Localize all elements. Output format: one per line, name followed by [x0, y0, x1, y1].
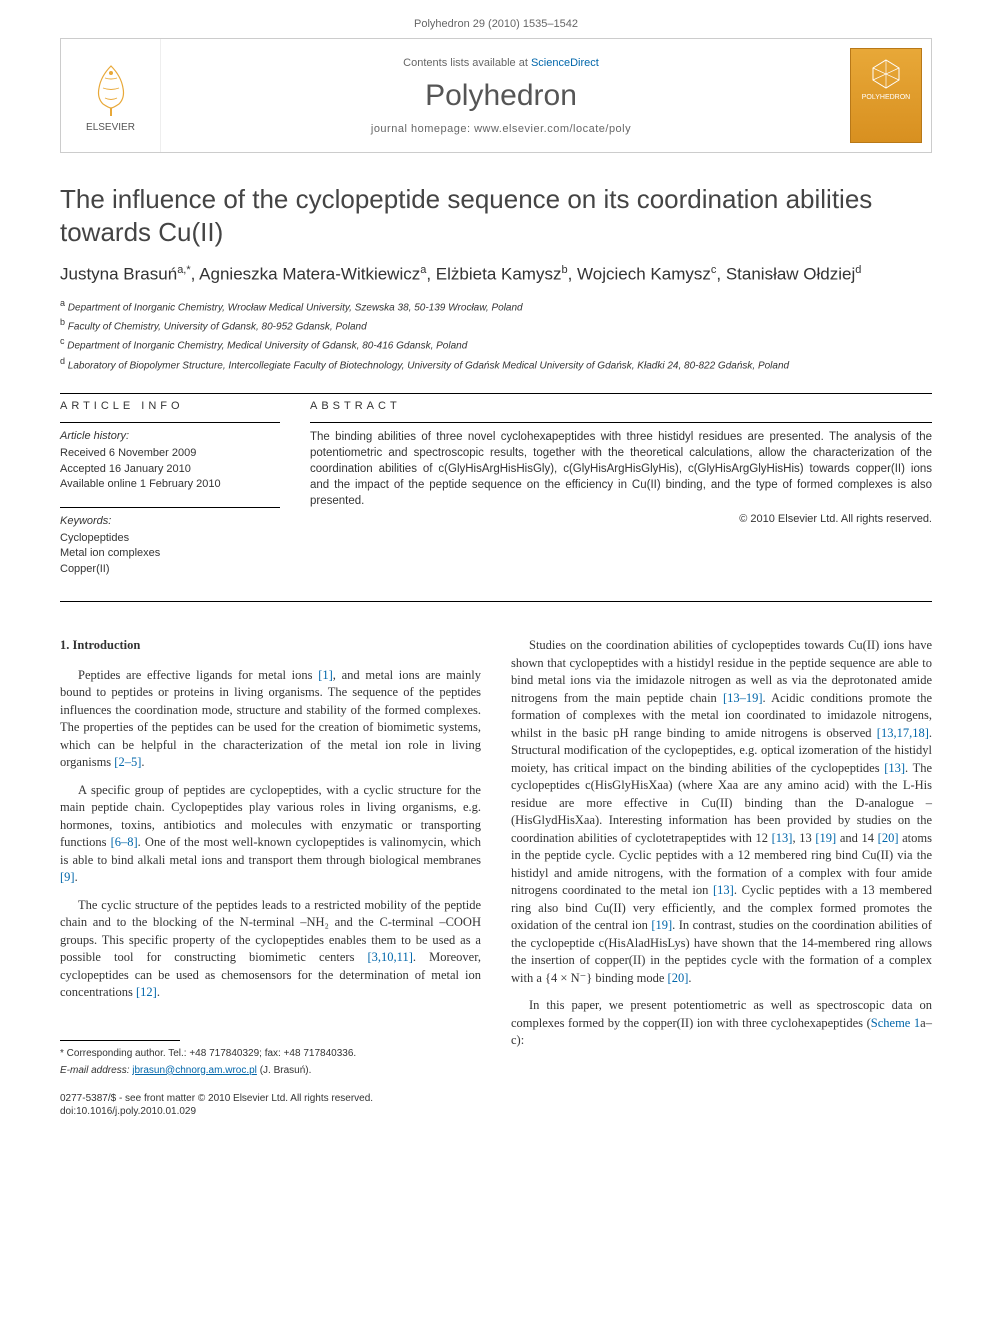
journal-homepage-line: journal homepage: www.elsevier.com/locat…	[371, 123, 631, 135]
body-paragraph: A specific group of peptides are cyclope…	[60, 782, 481, 887]
keywords-label: Keywords:	[60, 514, 280, 529]
citation-link[interactable]: [13]	[713, 883, 734, 897]
body-right-column: Studies on the coordination abilities of…	[511, 637, 932, 1118]
email-line: E-mail address: jbrasun@chnorg.am.wroc.p…	[60, 1064, 481, 1078]
section-1-heading: 1. Introduction	[60, 637, 481, 655]
corresponding-email-link[interactable]: jbrasun@chnorg.am.wroc.pl	[132, 1065, 257, 1076]
doi-line: doi:10.1016/j.poly.2010.01.029	[60, 1105, 481, 1118]
contents-prefix: Contents lists available at	[403, 57, 531, 69]
footnote-block: * Corresponding author. Tel.: +48 717840…	[60, 1032, 481, 1118]
citation-link[interactable]: [13–19]	[723, 691, 763, 705]
online-date: Available online 1 February 2010	[60, 477, 280, 492]
body-left-column: 1. Introduction Peptides are effective l…	[60, 637, 481, 1118]
citation-link[interactable]: [13,17,18]	[877, 726, 929, 740]
affiliation-line: c Department of Inorganic Chemistry, Med…	[60, 335, 932, 353]
affiliation-line: b Faculty of Chemistry, University of Gd…	[60, 316, 932, 334]
rule-info-2	[60, 507, 280, 508]
accepted-date: Accepted 16 January 2010	[60, 462, 280, 477]
body-paragraph: The cyclic structure of the peptides lea…	[60, 897, 481, 1002]
running-head: Polyhedron 29 (2010) 1535–1542	[0, 0, 992, 38]
citation-link[interactable]: [9]	[60, 870, 75, 884]
keyword-3: Copper(II)	[60, 562, 280, 577]
article-history-block: Article history: Received 6 November 200…	[60, 429, 280, 493]
body-paragraph: Peptides are effective ligands for metal…	[60, 667, 481, 772]
citation-link[interactable]: [2–5]	[114, 755, 141, 769]
doi-block: 0277-5387/$ - see front matter © 2010 El…	[60, 1092, 481, 1118]
abstract-column: abstract The binding abilities of three …	[310, 400, 932, 591]
citation-link[interactable]: [20]	[668, 971, 689, 985]
polyhedron-icon	[869, 57, 903, 91]
issn-line: 0277-5387/$ - see front matter © 2010 El…	[60, 1092, 481, 1105]
author-list: Justyna Brasuńa,*, Agnieszka Matera-Witk…	[60, 264, 932, 285]
elsevier-tree-icon	[81, 58, 141, 118]
abstract-text: The binding abilities of three novel cyc…	[310, 429, 932, 509]
article-info-heading: article info	[60, 400, 280, 412]
history-label: Article history:	[60, 429, 280, 444]
citation-link[interactable]: [3,10,11]	[368, 950, 413, 964]
journal-center: Contents lists available at ScienceDirec…	[161, 39, 841, 152]
body-paragraph: In this paper, we present potentiometric…	[511, 997, 932, 1050]
email-label: E-mail address:	[60, 1065, 129, 1076]
citation-link[interactable]: [13]	[884, 761, 905, 775]
citation-link[interactable]: [19]	[815, 831, 836, 845]
body-two-columns: 1. Introduction Peptides are effective l…	[60, 637, 932, 1118]
article-title: The influence of the cyclopeptide sequen…	[60, 183, 932, 248]
journal-header-box: ELSEVIER Contents lists available at Sci…	[60, 38, 932, 153]
received-date: Received 6 November 2009	[60, 446, 280, 461]
rule-info-1	[60, 422, 280, 423]
footnote-rule	[60, 1040, 180, 1041]
elsevier-label: ELSEVIER	[86, 122, 135, 133]
abstract-copyright: © 2010 Elsevier Ltd. All rights reserved…	[310, 513, 932, 525]
email-author: (J. Brasuń).	[260, 1065, 312, 1076]
abstract-heading: abstract	[310, 400, 932, 412]
journal-cover-thumb: POLYHEDRON	[850, 48, 922, 143]
citation-link[interactable]: [19]	[651, 918, 672, 932]
journal-name: Polyhedron	[425, 79, 577, 113]
rule-top	[60, 393, 932, 394]
affiliations-block: a Department of Inorganic Chemistry, Wro…	[60, 297, 932, 373]
article-info-column: article info Article history: Received 6…	[60, 400, 280, 591]
scheme-link[interactable]: Scheme 1	[871, 1016, 920, 1030]
homepage-prefix: journal homepage:	[371, 123, 474, 135]
keyword-1: Cyclopeptides	[60, 531, 280, 546]
homepage-url: www.elsevier.com/locate/poly	[474, 123, 631, 135]
contents-available-line: Contents lists available at ScienceDirec…	[403, 57, 599, 69]
keyword-2: Metal ion complexes	[60, 546, 280, 561]
journal-cover-block: POLYHEDRON	[841, 39, 931, 152]
affiliation-line: a Department of Inorganic Chemistry, Wro…	[60, 297, 932, 315]
rule-bottom	[60, 601, 932, 602]
keywords-block: Keywords: Cyclopeptides Metal ion comple…	[60, 514, 280, 578]
info-abstract-row: article info Article history: Received 6…	[60, 400, 932, 591]
corresponding-author: * Corresponding author. Tel.: +48 717840…	[60, 1047, 481, 1061]
cover-label: POLYHEDRON	[862, 94, 911, 101]
citation-link[interactable]: [1]	[318, 668, 333, 682]
affiliation-line: d Laboratory of Biopolymer Structure, In…	[60, 355, 932, 373]
rule-abstract	[310, 422, 932, 423]
citation-link[interactable]: [13]	[772, 831, 793, 845]
citation-link[interactable]: [20]	[878, 831, 899, 845]
main-content: The influence of the cyclopeptide sequen…	[0, 183, 992, 1118]
sciencedirect-link[interactable]: ScienceDirect	[531, 57, 599, 69]
body-paragraph: Studies on the coordination abilities of…	[511, 637, 932, 987]
citation-link[interactable]: [6–8]	[111, 835, 138, 849]
elsevier-logo-block: ELSEVIER	[61, 39, 161, 152]
citation-link[interactable]: [12]	[136, 985, 157, 999]
